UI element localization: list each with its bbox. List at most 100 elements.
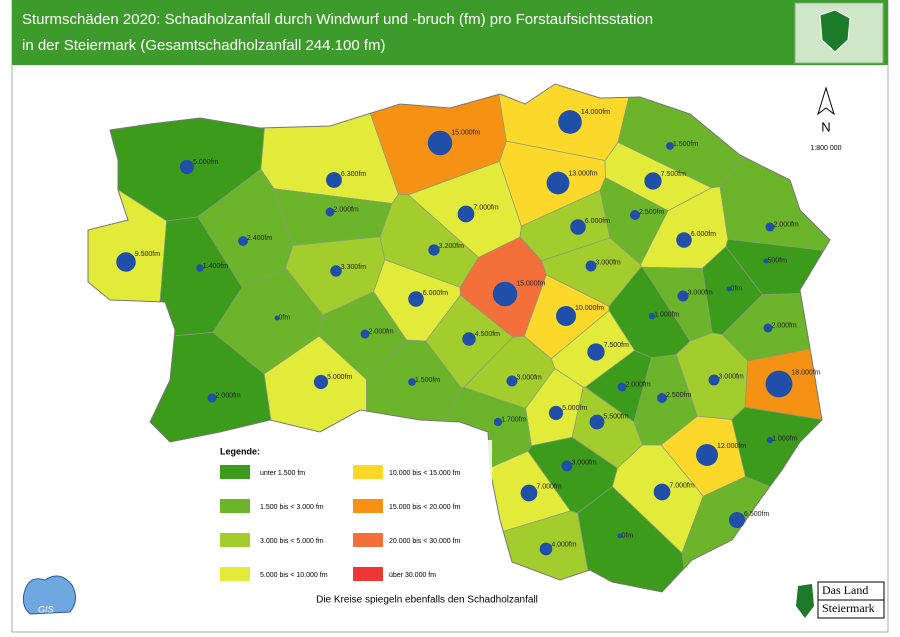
legend-swatch	[353, 465, 383, 479]
station-label: 4.000fm	[551, 542, 576, 549]
station-circle	[556, 306, 576, 326]
station-circle	[520, 484, 538, 502]
station-circle	[763, 258, 769, 264]
station-circle	[653, 483, 671, 501]
station-circle	[589, 414, 605, 430]
station-label: 9.500fm	[135, 251, 160, 258]
station-circle	[676, 232, 692, 248]
gis-logo	[22, 575, 76, 615]
station-label: 7.000fm	[669, 482, 694, 489]
station-circle	[179, 159, 195, 175]
station-circle	[708, 374, 720, 386]
station-label: 6.000fm	[691, 231, 716, 238]
legend-swatch	[220, 465, 250, 479]
legend-swatch	[353, 533, 383, 547]
station-circle	[765, 222, 775, 232]
station-circle	[207, 393, 217, 403]
north-arrow	[817, 86, 835, 116]
scale: 1:800 000	[810, 145, 841, 152]
legend-label: 1.500 bis < 3.000 fm	[260, 504, 324, 511]
station-label: 7.000fm	[473, 204, 498, 211]
station-label: 2.000fm	[368, 328, 393, 335]
station-circle	[116, 252, 136, 272]
station-circle	[506, 375, 518, 387]
station-circle	[539, 542, 553, 556]
station-label: 1.000fm	[772, 436, 797, 443]
legend-box	[212, 440, 492, 590]
legend-swatch	[220, 533, 250, 547]
station-circle	[428, 244, 440, 256]
station-label: 5.000fm	[562, 405, 587, 412]
station-label: 12.000fm	[717, 443, 746, 450]
legend-title: Legende:	[220, 446, 260, 456]
station-circle	[677, 290, 689, 302]
station-circle	[238, 236, 248, 246]
station-circle	[696, 444, 718, 466]
station-label: 4.500fm	[475, 331, 500, 338]
station-label: 3.300fm	[341, 264, 366, 271]
station-circle	[274, 315, 280, 321]
station-label: 14.000fm	[581, 109, 610, 116]
station-circle	[728, 511, 746, 529]
station-circle	[360, 329, 370, 339]
station-circle	[666, 142, 674, 150]
station-label: 13.000fm	[568, 170, 597, 177]
station-label: 2.000fm	[333, 206, 358, 213]
station-circle	[570, 219, 586, 235]
station-label: 1.500fm	[673, 141, 698, 148]
station-label: 7.000fm	[536, 483, 561, 490]
station-circle	[196, 264, 204, 272]
brand-line: Steiermark	[822, 601, 875, 615]
station-label: 7.500fm	[604, 342, 629, 349]
station-circle	[617, 533, 623, 539]
legend-label: 10.000 bis < 15.000 fm	[389, 470, 461, 477]
station-circle	[766, 436, 774, 444]
state-outline	[87, 83, 831, 593]
station-label: 0fm	[279, 314, 291, 321]
station-circle	[587, 343, 605, 361]
station-circle	[408, 291, 424, 307]
legend-label: 5.000 bis < 10.000 fm	[260, 572, 328, 579]
station-label: 1.000fm	[654, 312, 679, 319]
station-circle	[765, 370, 793, 398]
station-circle	[644, 172, 662, 190]
station-label: 5.000fm	[193, 159, 218, 166]
legend-swatch	[353, 567, 383, 581]
station-label: 2.000fm	[771, 322, 796, 329]
legend-label: 15.000 bis < 20.000 fm	[389, 504, 461, 511]
legend-swatch	[220, 567, 250, 581]
station-circle	[457, 205, 475, 223]
station-label: 3.200fm	[439, 243, 464, 250]
station-circle	[648, 312, 656, 320]
station-circle	[617, 382, 627, 392]
station-label: 2.000fm	[773, 221, 798, 228]
station-label: 0fm	[731, 285, 743, 292]
stations: 5.000fm 15.000fm 14.000fm 1.500fm 6.300fm 13.…	[116, 109, 821, 556]
station-circle	[330, 265, 342, 277]
station-label: 1.400fm	[203, 263, 228, 270]
station-circle	[561, 460, 573, 472]
legend-swatch	[353, 499, 383, 513]
brand-line: Das Land	[822, 583, 868, 597]
station-label: 0fm	[622, 532, 634, 539]
station-label: 6.000fm	[585, 218, 610, 225]
station-circle	[548, 405, 564, 421]
station-circle	[427, 130, 453, 156]
station-label: 15.000fm	[451, 130, 480, 137]
note: Die Kreise spiegeln ebenfalls den Schadh…	[316, 595, 538, 606]
coat-of-arms-shield	[819, 9, 851, 53]
station-label: 6.500fm	[744, 511, 769, 518]
legend-label: unter 1.500 fm	[260, 470, 305, 477]
station-label: 18.000fm	[791, 369, 820, 376]
station-label: 6.300fm	[341, 171, 366, 178]
station-circle	[546, 171, 570, 195]
station-circle	[462, 332, 476, 346]
station-label: 5.500fm	[603, 413, 628, 420]
station-label: 6.000fm	[423, 290, 448, 297]
legend: Legende: unter 1.500 fm 1.500 bis < 3.000…	[212, 440, 492, 590]
station-label: 3.000fm	[571, 459, 596, 466]
station-circle	[726, 286, 732, 292]
legend-label: 20.000 bis < 30.000 fm	[389, 538, 461, 545]
